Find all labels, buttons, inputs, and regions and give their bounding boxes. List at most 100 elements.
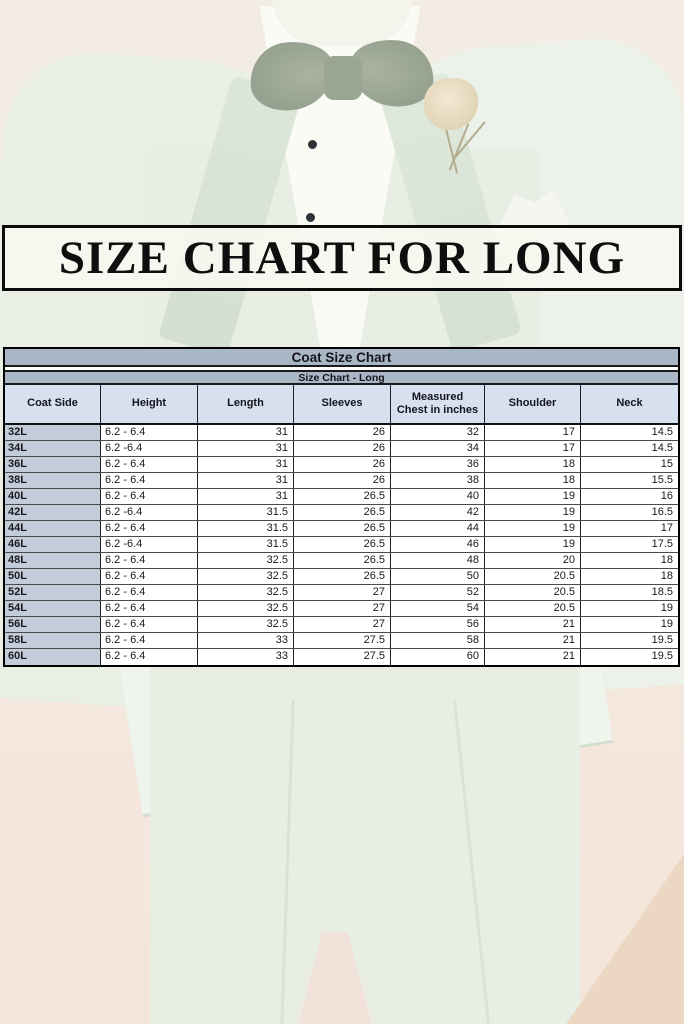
shirt-stud <box>306 213 315 222</box>
table-cell: 19.5 <box>651 634 673 646</box>
table-row: 52L 6.2 - 6.4 32.5 27 52 20.5 18.5 <box>5 585 678 601</box>
table-cell: 32.5 <box>198 617 294 632</box>
table-row: 58L 6.2 - 6.4 33 27.5 58 21 19.5 <box>5 633 678 649</box>
table-cell: 31.5 <box>198 505 294 520</box>
table-cell: 18.5 <box>651 586 673 598</box>
table-cell: 44 <box>391 521 485 536</box>
table-cell: 6.2 - 6.4 <box>101 585 198 600</box>
table-cell: 56L <box>5 617 101 632</box>
table-cell: 32 <box>391 425 485 440</box>
table-cell: 34L <box>5 441 101 456</box>
table-cell: 27 <box>294 585 391 600</box>
table-cell: 60 <box>391 649 485 665</box>
shirt-stud <box>308 140 317 149</box>
table-cell: 18 <box>485 473 581 488</box>
table-title: Coat Size Chart <box>5 349 678 367</box>
table-cell: 19 <box>660 618 673 630</box>
table-cell: 26.5 <box>294 537 391 552</box>
column-header-coat-side: Coat Side <box>5 385 101 423</box>
column-header-neck: Neck <box>616 397 643 410</box>
table-header-row: Coat Side Height Length Sleeves Measured… <box>5 385 678 425</box>
table-row: 50L 6.2 - 6.4 32.5 26.5 50 20.5 18 <box>5 569 678 585</box>
table-cell: 48 <box>391 553 485 568</box>
table-cell: 26 <box>294 441 391 456</box>
table-cell: 19.5 <box>651 650 673 662</box>
table-cell: 18 <box>660 554 673 566</box>
table-row: 34L 6.2 -6.4 31 26 34 17 14.5 <box>5 441 678 457</box>
table-row: 48L 6.2 - 6.4 32.5 26.5 48 20 18 <box>5 553 678 569</box>
table-cell: 26.5 <box>294 489 391 504</box>
table-cell: 19 <box>485 489 581 504</box>
table-cell: 6.2 - 6.4 <box>101 553 198 568</box>
table-cell: 17 <box>485 425 581 440</box>
table-cell: 54 <box>391 601 485 616</box>
table-cell: 58L <box>5 633 101 648</box>
table-gap-row <box>5 367 678 372</box>
table-cell: 21 <box>485 633 581 648</box>
table-cell: 17.5 <box>651 538 673 550</box>
table-cell: 21 <box>485 649 581 665</box>
table-cell: 46L <box>5 537 101 552</box>
pants <box>150 660 580 1024</box>
table-cell: 17 <box>485 441 581 456</box>
table-cell: 6.2 - 6.4 <box>101 473 198 488</box>
table-cell: 31 <box>198 457 294 472</box>
table-cell: 27.5 <box>294 633 391 648</box>
table-row: 32L 6.2 - 6.4 31 26 32 17 14.5 <box>5 425 678 441</box>
table-cell: 6.2 - 6.4 <box>101 633 198 648</box>
table-cell: 31 <box>198 473 294 488</box>
table-cell: 33 <box>198 649 294 665</box>
table-cell: 19 <box>660 602 673 614</box>
table-cell: 26.5 <box>294 505 391 520</box>
table-cell: 58 <box>391 633 485 648</box>
table-cell: 34 <box>391 441 485 456</box>
table-cell: 6.2 - 6.4 <box>101 617 198 632</box>
table-cell: 44L <box>5 521 101 536</box>
table-row: 36L 6.2 - 6.4 31 26 36 18 15 <box>5 457 678 473</box>
banner-title: SIZE CHART FOR LONG <box>58 231 626 284</box>
table-row: 56L 6.2 - 6.4 32.5 27 56 21 19 <box>5 617 678 633</box>
table-cell: 52 <box>391 585 485 600</box>
table-cell: 31.5 <box>198 537 294 552</box>
coat-size-chart-table: Coat Size Chart Size Chart - Long Coat S… <box>3 347 680 667</box>
banner: SIZE CHART FOR LONG <box>2 225 682 291</box>
column-header-sleeves: Sleeves <box>294 385 391 423</box>
table-cell: 6.2 - 6.4 <box>101 569 198 584</box>
table-cell: 6.2 - 6.4 <box>101 425 198 440</box>
bow-tie-knot <box>324 56 362 100</box>
table-cell: 50L <box>5 569 101 584</box>
table-cell: 6.2 - 6.4 <box>101 457 198 472</box>
table-cell: 36L <box>5 457 101 472</box>
table-row: 54L 6.2 - 6.4 32.5 27 54 20.5 19 <box>5 601 678 617</box>
table-cell: 38L <box>5 473 101 488</box>
table-cell: 36 <box>391 457 485 472</box>
table-row: 40L 6.2 - 6.4 31 26.5 40 19 16 <box>5 489 678 505</box>
table-cell: 32.5 <box>198 585 294 600</box>
table-cell: 19 <box>485 505 581 520</box>
table-cell: 48L <box>5 553 101 568</box>
table-cell: 6.2 -6.4 <box>101 441 198 456</box>
table-row: 38L 6.2 - 6.4 31 26 38 18 15.5 <box>5 473 678 489</box>
table-cell: 26 <box>294 457 391 472</box>
table-cell: 14.5 <box>651 442 673 454</box>
table-cell: 16 <box>660 490 673 502</box>
table-cell: 56 <box>391 617 485 632</box>
table-cell: 31.5 <box>198 521 294 536</box>
table-cell: 60L <box>5 649 101 665</box>
table-cell: 50 <box>391 569 485 584</box>
table-cell: 19 <box>485 521 581 536</box>
table-cell: 26 <box>294 425 391 440</box>
table-cell: 26.5 <box>294 569 391 584</box>
table-cell: 27 <box>294 601 391 616</box>
table-cell: 32.5 <box>198 601 294 616</box>
table-cell: 14.5 <box>651 426 673 438</box>
table-cell: 32.5 <box>198 569 294 584</box>
table-cell: 19 <box>485 537 581 552</box>
table-cell: 40L <box>5 489 101 504</box>
table-cell: 17 <box>660 522 673 534</box>
table-cell: 27.5 <box>294 649 391 665</box>
table-cell: 6.2 - 6.4 <box>101 521 198 536</box>
table-cell: 42 <box>391 505 485 520</box>
table-cell: 6.2 - 6.4 <box>101 649 198 665</box>
